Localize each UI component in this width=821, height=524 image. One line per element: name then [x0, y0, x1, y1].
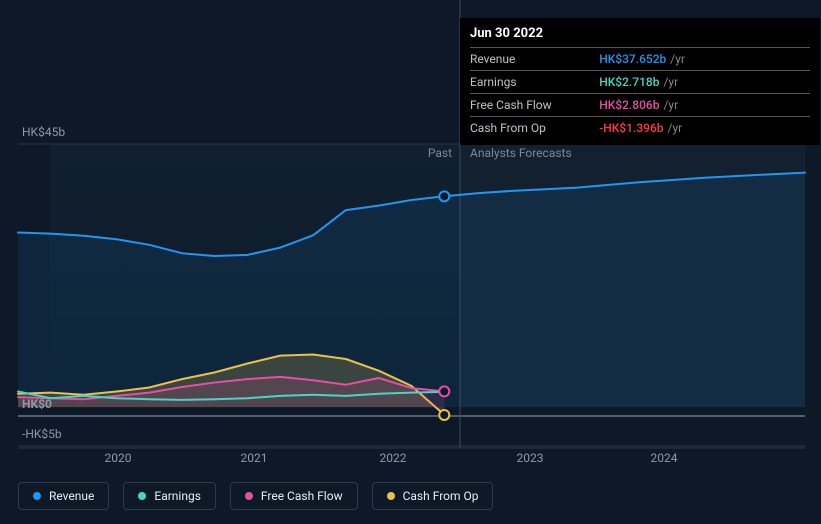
revenue-marker-icon	[439, 191, 449, 201]
tooltip-row: EarningsHK$2.718b/yr	[470, 71, 810, 94]
legend-item-revenue[interactable]: Revenue	[18, 482, 109, 510]
revenue-dot-icon	[33, 492, 41, 500]
chart-tooltip: Jun 30 2022 RevenueHK$37.652b/yrEarnings…	[460, 18, 820, 145]
x-axis-label: 2023	[517, 451, 544, 465]
earnings-dot-icon	[138, 492, 146, 500]
forecasts-label: Analysts Forecasts	[470, 146, 572, 160]
legend-item-cashFromOp[interactable]: Cash From Op	[372, 482, 494, 510]
legend-item-freeCashFlow[interactable]: Free Cash Flow	[230, 482, 358, 510]
tooltip-date: Jun 30 2022	[470, 26, 810, 47]
x-axis-label: 2024	[651, 451, 678, 465]
x-axis-label: 2022	[380, 451, 407, 465]
freeCashFlow-dot-icon	[245, 492, 253, 500]
past-label: Past	[428, 146, 452, 160]
y-axis-label: HK$0	[22, 397, 52, 411]
cashFromOp-dot-icon	[387, 492, 395, 500]
tooltip-row: Cash From Op-HK$1.396b/yr	[470, 117, 810, 140]
legend-label: Free Cash Flow	[261, 489, 343, 503]
legend-label: Revenue	[49, 489, 94, 503]
y-axis-label: HK$45b	[22, 125, 65, 139]
tooltip-table: RevenueHK$37.652b/yrEarningsHK$2.718b/yr…	[470, 47, 810, 139]
legend-label: Cash From Op	[403, 489, 479, 503]
tooltip-row: Free Cash FlowHK$2.806b/yr	[470, 94, 810, 117]
freeCashFlow-marker-icon	[439, 386, 449, 396]
chart-legend: Revenue Earnings Free Cash Flow Cash From O…	[18, 482, 493, 510]
x-axis-label: 2020	[105, 451, 132, 465]
y-axis-label: -HK$5b	[22, 427, 62, 441]
legend-label: Earnings	[154, 489, 201, 503]
cashFromOp-marker-icon	[439, 410, 449, 420]
tooltip-row: RevenueHK$37.652b/yr	[470, 48, 810, 71]
legend-item-earnings[interactable]: Earnings	[123, 482, 216, 510]
x-axis-label: 2021	[241, 451, 268, 465]
